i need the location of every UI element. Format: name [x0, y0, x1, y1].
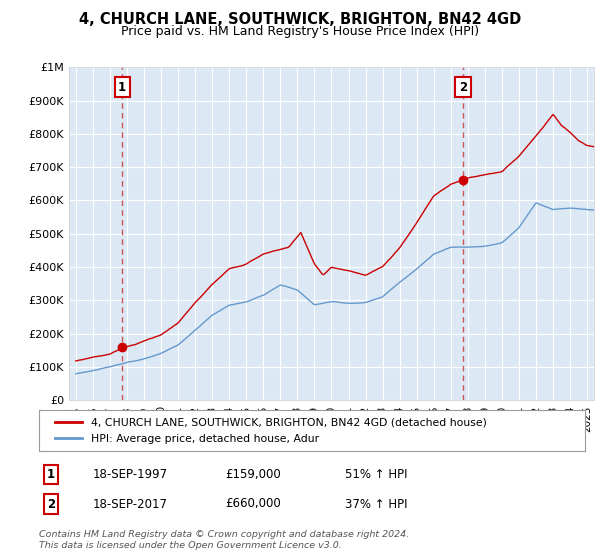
- Text: 18-SEP-2017: 18-SEP-2017: [93, 497, 168, 511]
- Text: Contains HM Land Registry data © Crown copyright and database right 2024.
This d: Contains HM Land Registry data © Crown c…: [39, 530, 409, 550]
- Text: £159,000: £159,000: [225, 468, 281, 481]
- Text: £660,000: £660,000: [225, 497, 281, 511]
- Text: 37% ↑ HPI: 37% ↑ HPI: [345, 497, 407, 511]
- Legend: 4, CHURCH LANE, SOUTHWICK, BRIGHTON, BN42 4GD (detached house), HPI: Average pri: 4, CHURCH LANE, SOUTHWICK, BRIGHTON, BN4…: [50, 412, 493, 449]
- Text: 1: 1: [47, 468, 55, 481]
- Text: 2: 2: [47, 497, 55, 511]
- Text: 2: 2: [459, 81, 467, 94]
- Text: 51% ↑ HPI: 51% ↑ HPI: [345, 468, 407, 481]
- Text: 1: 1: [118, 81, 126, 94]
- Text: 4, CHURCH LANE, SOUTHWICK, BRIGHTON, BN42 4GD: 4, CHURCH LANE, SOUTHWICK, BRIGHTON, BN4…: [79, 12, 521, 27]
- Text: 18-SEP-1997: 18-SEP-1997: [93, 468, 168, 481]
- Text: Price paid vs. HM Land Registry's House Price Index (HPI): Price paid vs. HM Land Registry's House …: [121, 25, 479, 38]
